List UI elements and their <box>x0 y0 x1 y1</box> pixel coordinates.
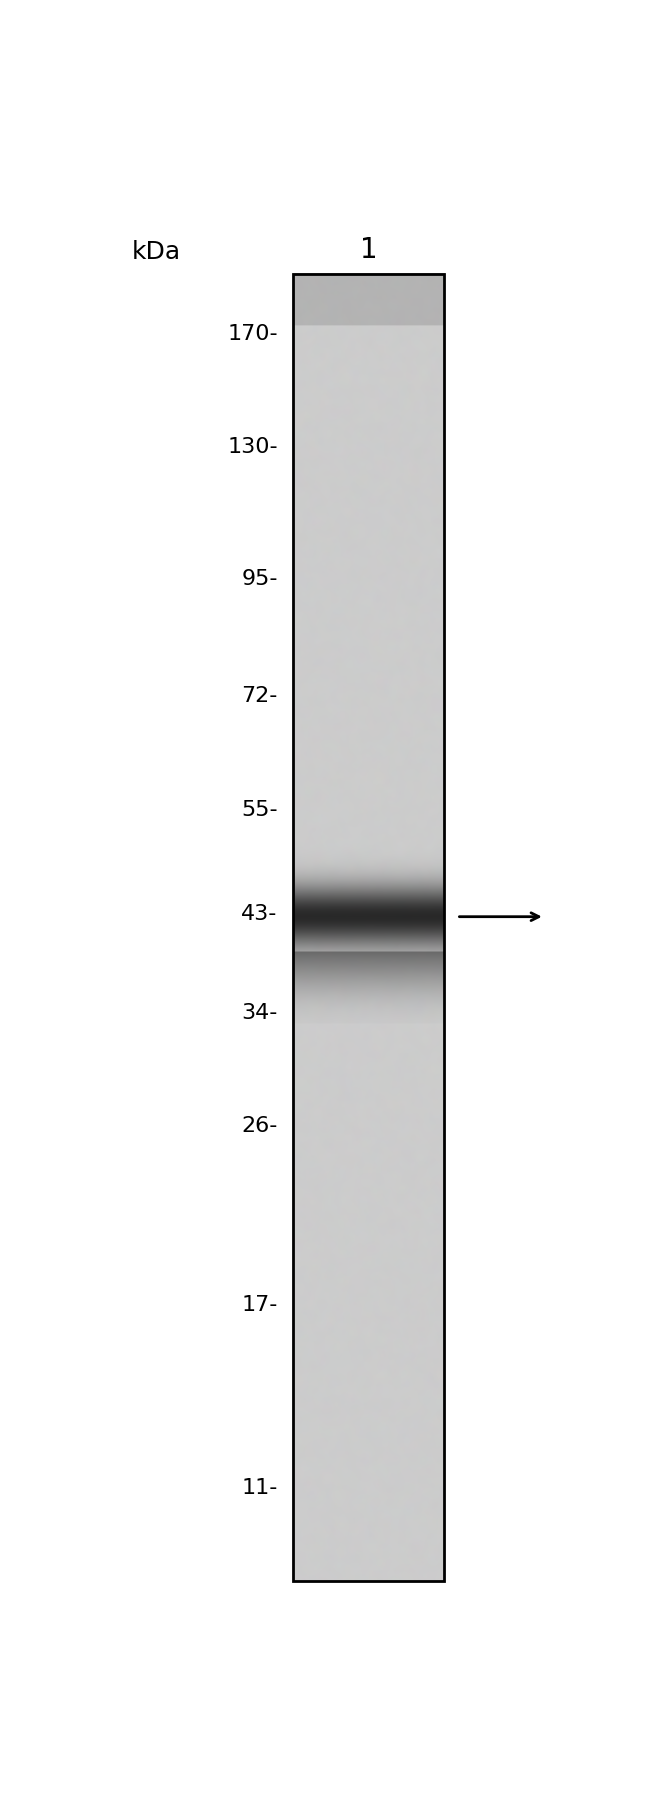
Text: 17-: 17- <box>241 1294 278 1314</box>
Text: 26-: 26- <box>241 1115 278 1135</box>
Text: 130-: 130- <box>227 437 278 457</box>
Bar <box>292 274 444 1581</box>
Text: 55-: 55- <box>241 800 278 819</box>
Text: 11-: 11- <box>241 1478 278 1498</box>
Text: 95-: 95- <box>241 569 278 588</box>
Text: 34-: 34- <box>241 1002 278 1022</box>
Text: 1: 1 <box>359 236 377 264</box>
Text: 170-: 170- <box>227 323 278 345</box>
Text: 72-: 72- <box>241 686 278 706</box>
Text: 43-: 43- <box>241 902 278 922</box>
Text: kDa: kDa <box>131 240 181 264</box>
